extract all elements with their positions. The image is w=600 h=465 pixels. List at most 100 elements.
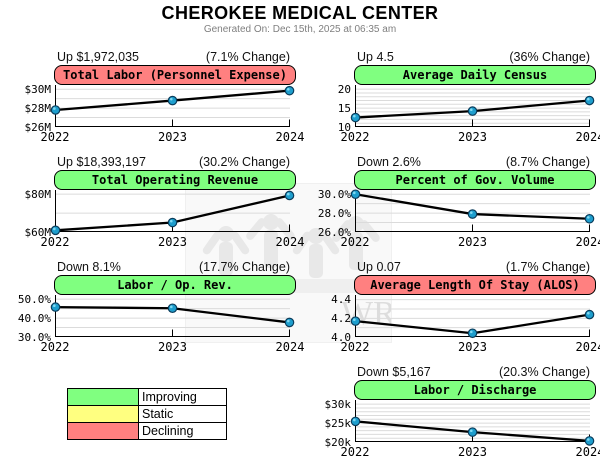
annotation-change: (8.7% Change)	[505, 155, 590, 169]
legend-row-declining: Declining	[67, 422, 227, 440]
data-point	[350, 316, 361, 326]
chart-title: Labor / Op. Rev.	[54, 275, 296, 295]
data-point	[167, 217, 178, 228]
data-point	[350, 189, 361, 200]
legend-label-improving: Improving	[138, 388, 227, 406]
status-legend: Improving Static Declining	[67, 388, 227, 440]
y-tick-label: 4.2	[331, 311, 351, 325]
x-tick-label: 2022	[40, 235, 70, 249]
y-tick-label: 30.0%	[17, 330, 51, 344]
data-point-highlight	[353, 114, 356, 118]
chart-title: Average Length Of Stay (ALOS)	[354, 275, 596, 295]
plot-percent-of-gov-volume	[350, 189, 595, 232]
x-tick-label: 2023	[458, 235, 487, 249]
x-tick-label: 2024	[575, 445, 600, 459]
data-point	[167, 303, 178, 314]
data-point-highlight	[170, 219, 173, 223]
x-tick-label: 2024	[275, 235, 305, 249]
legend-label-static: Static	[138, 405, 227, 423]
y-tick-label: $25k	[324, 416, 352, 430]
chart-title: Percent of Gov. Volume	[354, 170, 596, 190]
data-point-highlight	[353, 191, 356, 195]
legend-swatch-improving	[67, 388, 139, 406]
plot-average-daily-census	[350, 85, 595, 127]
annotation-delta: Up $1,972,035	[57, 50, 140, 64]
data-point-highlight	[587, 438, 590, 441]
data-point	[467, 328, 478, 339]
chart-labor-op-rev: Down 8.1% (17.7% Change) Labor / Op. Rev. 3…	[5, 260, 305, 355]
annotation-change: (20.3% Change)	[498, 365, 590, 379]
data-point	[584, 95, 595, 106]
y-tick-label: 4.0	[331, 330, 351, 344]
data-point	[584, 309, 595, 320]
data-point-highlight	[587, 216, 590, 219]
data-point-highlight	[470, 330, 473, 334]
data-point-highlight	[470, 429, 473, 433]
data-point	[350, 112, 361, 123]
data-point-highlight	[287, 319, 290, 323]
x-tick-label: 2023	[458, 340, 487, 354]
chart-total-operating-revenue: Up $18,393,197 (30.2% Change) Total Operat…	[5, 155, 305, 250]
y-tick-label: $28M	[24, 101, 52, 115]
y-tick-label: $26M	[24, 120, 52, 134]
axis-lines	[355, 400, 590, 442]
chart-title: Labor / Discharge	[354, 380, 596, 400]
chart-average-length-of-stay: Up 0.07 (1.7% Change) Average Length Of St…	[305, 260, 600, 355]
y-tick-label: 28.0%	[317, 206, 351, 220]
annotation-delta: Up $18,393,197	[57, 155, 146, 169]
y-tick-label: $20k	[324, 435, 352, 449]
data-point	[167, 95, 178, 106]
watermark-text: WR	[341, 295, 391, 332]
data-point-highlight	[587, 311, 590, 315]
y-tick-label: $30M	[24, 82, 52, 96]
data-point	[467, 209, 478, 219]
plot-labor-op-rev	[50, 295, 295, 337]
annotation-change: (17.7% Change)	[198, 260, 290, 274]
legend-row-static: Static	[67, 405, 227, 423]
annotation-delta: Down 8.1%	[57, 260, 121, 274]
x-tick-label: 2023	[158, 130, 187, 144]
data-point	[467, 427, 478, 437]
chart-title: Total Operating Revenue	[54, 170, 296, 190]
chart-total-labor: Up $1,972,035 (7.1% Change) Total Labor (P…	[5, 50, 305, 145]
data-point	[50, 302, 61, 312]
data-point-highlight	[53, 304, 56, 308]
data-point	[284, 85, 295, 96]
legend-row-improving: Improving	[67, 388, 227, 406]
data-point-highlight	[287, 192, 290, 196]
y-tick-label: 26.0%	[317, 225, 351, 239]
y-tick-label: 50.0%	[17, 292, 51, 306]
x-tick-label: 2022	[40, 340, 70, 354]
generated-timestamp: Generated On: Dec 15th, 2025 at 06:35 am	[203, 24, 397, 35]
y-tick-label: $80M	[24, 187, 52, 201]
data-point	[50, 105, 61, 115]
annotation-delta: Up 4.5	[357, 50, 394, 64]
annotation-change: (7.1% Change)	[205, 50, 290, 64]
legend-swatch-declining	[67, 422, 139, 440]
legend-swatch-static	[67, 405, 139, 423]
data-point-highlight	[353, 418, 356, 422]
data-point	[584, 213, 595, 224]
data-point-highlight	[53, 107, 56, 110]
annotation-delta: Down $5,167	[357, 365, 431, 379]
annotation-delta: Down 2.6%	[357, 155, 421, 169]
x-tick-label: 2024	[275, 340, 305, 354]
plot-total-operating-revenue	[50, 190, 295, 236]
data-point-highlight	[353, 318, 356, 322]
data-point-highlight	[53, 227, 56, 231]
x-tick-label: 2023	[158, 235, 187, 249]
x-tick-label: 2023	[158, 340, 187, 354]
annotation-change: (30.2% Change)	[198, 155, 290, 169]
x-tick-label: 2024	[275, 130, 305, 144]
data-point	[284, 317, 295, 328]
data-point	[584, 436, 595, 446]
data-point-highlight	[170, 97, 173, 101]
chart-title: Average Daily Census	[354, 65, 596, 85]
y-tick-label: 4.4	[331, 293, 351, 307]
x-tick-label: 2024	[575, 340, 600, 354]
x-tick-label: 2024	[575, 130, 600, 144]
x-tick-label: 2023	[458, 130, 487, 144]
y-tick-label: 40.0%	[17, 311, 51, 325]
data-point-highlight	[470, 108, 473, 112]
